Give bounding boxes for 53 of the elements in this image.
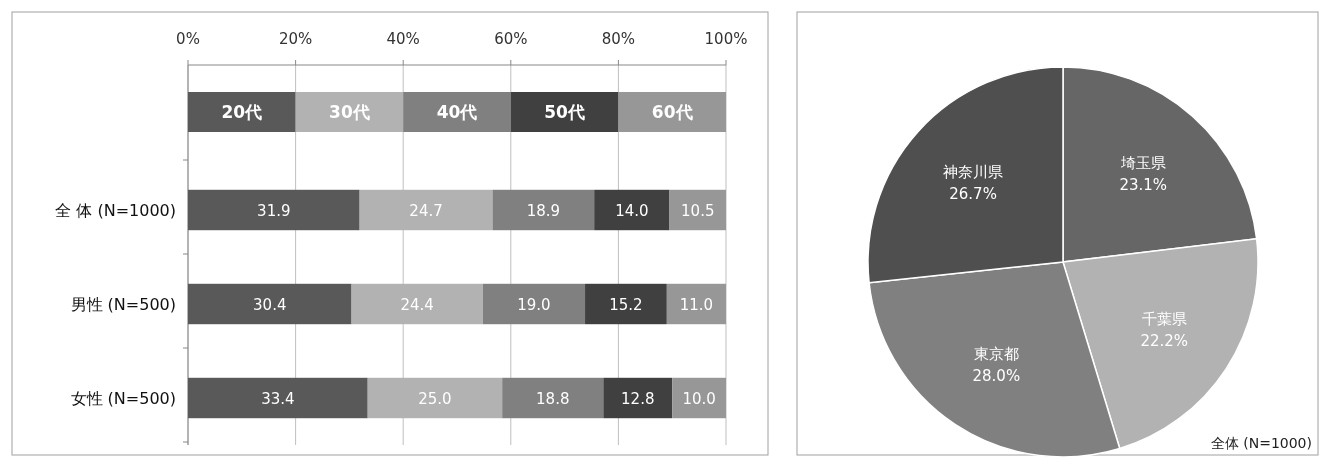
bar bbox=[603, 377, 673, 419]
bar bbox=[367, 377, 503, 419]
bar bbox=[492, 189, 595, 231]
bar bbox=[585, 283, 667, 325]
y-tick-label: 全 体 (N=1000) bbox=[55, 201, 176, 220]
data-label: 31.9 bbox=[257, 202, 291, 220]
text: 60代 bbox=[651, 102, 693, 122]
data-label: 33.4 bbox=[261, 390, 295, 408]
bar bbox=[594, 189, 670, 231]
data-label: 14.0 bbox=[615, 202, 649, 220]
y-tick-label: 男性 (N=500) bbox=[70, 295, 176, 314]
x-tick-label: 60% bbox=[494, 30, 528, 48]
data-label: 15.2 bbox=[609, 296, 643, 314]
slice-label: 埼玉県 bbox=[1119, 153, 1166, 172]
text: 50代 bbox=[544, 102, 585, 122]
data-label: 18.9 bbox=[526, 202, 561, 220]
x-tick-label: 80% bbox=[601, 30, 636, 48]
text: 30代 bbox=[329, 102, 370, 122]
data-label: 23.1% bbox=[1119, 175, 1168, 194]
bar bbox=[188, 189, 360, 231]
data-label: 24.7 bbox=[409, 202, 443, 220]
x-tick-label: 100% bbox=[704, 30, 748, 48]
slice-label: 神奈川県 bbox=[943, 163, 1004, 182]
bar bbox=[188, 377, 368, 419]
text: 40代 bbox=[436, 102, 478, 122]
data-label: 12.8 bbox=[621, 390, 655, 408]
y-tick-label: 女性 (N=500) bbox=[70, 389, 176, 408]
bar bbox=[359, 189, 493, 231]
bar bbox=[351, 283, 483, 325]
x-tick-label: 40% bbox=[386, 30, 420, 48]
data-label: 10.5 bbox=[681, 202, 715, 220]
bar bbox=[482, 283, 586, 325]
data-label: 22.2% bbox=[1140, 332, 1189, 351]
bar bbox=[502, 377, 604, 419]
bar bbox=[188, 283, 352, 325]
data-label: 11.0 bbox=[679, 296, 714, 314]
bar bbox=[669, 189, 726, 231]
x-tick-label: 0% bbox=[176, 30, 200, 48]
slice-label: 千葉県 bbox=[1141, 310, 1187, 329]
data-label: 28.0% bbox=[972, 366, 1021, 385]
data-label: 26.7% bbox=[949, 185, 997, 204]
data-label: 30.4 bbox=[253, 296, 287, 314]
data-label: 10.0 bbox=[682, 390, 716, 408]
bar bbox=[666, 283, 726, 325]
data-label: 18.8 bbox=[536, 390, 570, 408]
data-label: 19.0 bbox=[517, 296, 551, 314]
text: 全体 (N=1000) bbox=[1210, 435, 1312, 451]
bar bbox=[672, 377, 726, 419]
text: 20代 bbox=[221, 102, 263, 122]
data-label: 25.0 bbox=[418, 390, 452, 408]
slice-label: 東京都 bbox=[973, 344, 1019, 363]
x-tick-label: 20% bbox=[278, 30, 313, 48]
data-label: 24.4 bbox=[400, 296, 434, 314]
